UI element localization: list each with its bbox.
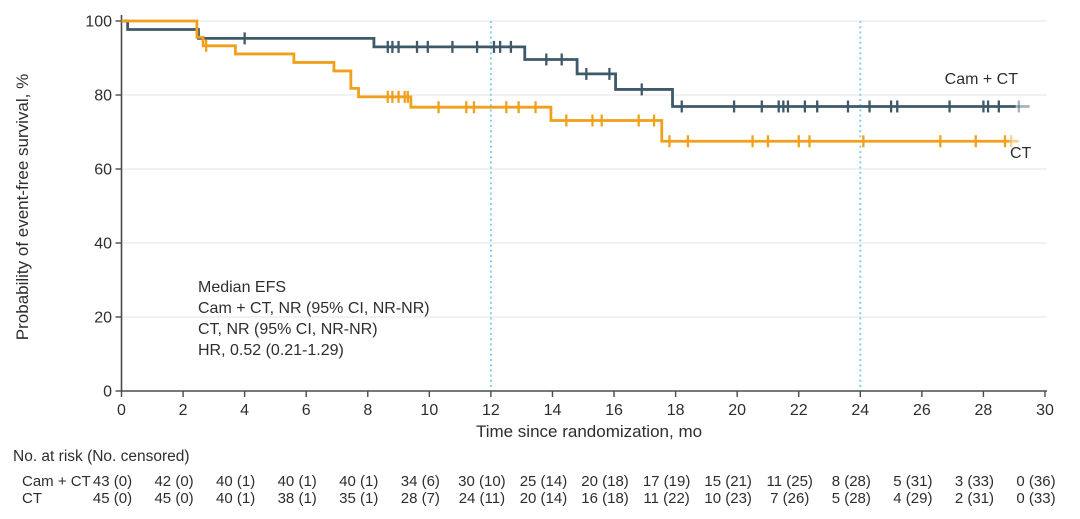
risk-row-label-camct: Cam + CT	[22, 473, 91, 490]
risk-cell-row1-col9: 11 (22)	[643, 490, 689, 507]
y-axis-title: Probability of event-free survival, %	[13, 74, 32, 340]
risk-cell-row1-col14: 2 (31)	[955, 490, 994, 507]
y-tick-label-40: 40	[94, 236, 112, 253]
x-tick-label-2: 2	[179, 402, 188, 419]
risk-cell-row1-col8: 16 (18)	[581, 490, 629, 507]
x-tick-label-10: 10	[420, 402, 438, 419]
x-tick-label-4: 4	[240, 402, 249, 419]
y-tick-label-20: 20	[94, 310, 112, 327]
risk-table-header: No. at risk (No. censored)	[13, 448, 190, 465]
y-tick-label-60: 60	[94, 162, 112, 179]
risk-cell-row1-col13: 4 (29)	[893, 490, 932, 507]
risk-cell-row1-col2: 40 (1)	[216, 490, 255, 507]
x-tick-label-0: 0	[117, 402, 126, 419]
risk-cell-row1-col0: 45 (0)	[93, 490, 132, 507]
risk-cell-row0-col12: 8 (28)	[832, 473, 871, 490]
x-tick-label-24: 24	[851, 402, 869, 419]
risk-cell-row1-col5: 28 (7)	[401, 490, 440, 507]
risk-cell-row0-col7: 25 (14)	[520, 473, 568, 490]
y-tick-label-80: 80	[94, 88, 112, 105]
x-tick-label-14: 14	[544, 402, 562, 419]
km-curve-ct	[121, 19, 1010, 143]
risk-cell-row1-col15: 0 (33)	[1016, 490, 1055, 507]
curve-label-ct: CT	[1010, 145, 1032, 162]
risk-cell-row0-col1: 42 (0)	[154, 473, 193, 490]
risk-cell-row1-col10: 10 (23)	[704, 490, 752, 507]
annotation-camct-median: Cam + CT, NR (95% CI, NR-NR)	[198, 300, 430, 317]
x-tick-label-18: 18	[667, 402, 685, 419]
x-axis-title: Time since randomization, mo	[476, 422, 702, 441]
risk-cell-row0-col8: 20 (18)	[581, 473, 629, 490]
risk-cell-row0-col9: 17 (19)	[643, 473, 691, 490]
risk-cell-row0-col11: 11 (25)	[767, 473, 813, 490]
x-tick-label-6: 6	[302, 402, 311, 419]
risk-cell-row1-col12: 5 (28)	[832, 490, 871, 507]
annotation-hazard-ratio: HR, 0.52 (0.21-1.29)	[198, 342, 344, 359]
risk-cell-row0-col6: 30 (10)	[458, 473, 506, 490]
km-curve-camct	[121, 19, 1016, 108]
risk-cell-row0-col14: 3 (33)	[955, 473, 994, 490]
x-tick-label-22: 22	[790, 402, 808, 419]
y-tick-label-100: 100	[85, 14, 112, 31]
risk-cell-row1-col7: 20 (14)	[520, 490, 568, 507]
risk-cell-row1-col11: 7 (26)	[770, 490, 809, 507]
annotation-ct-median: CT, NR (95% CI, NR-NR)	[198, 321, 378, 338]
risk-cell-row1-col4: 35 (1)	[339, 490, 378, 507]
risk-cell-row0-col5: 34 (6)	[401, 473, 440, 490]
risk-cell-row1-col3: 38 (1)	[278, 490, 317, 507]
x-tick-label-16: 16	[605, 402, 623, 419]
curves-layer	[121, 19, 1030, 148]
x-tick-label-26: 26	[913, 402, 931, 419]
risk-cell-row0-col15: 0 (36)	[1016, 473, 1055, 490]
risk-cell-row0-col4: 40 (1)	[339, 473, 378, 490]
risk-cell-row0-col3: 40 (1)	[278, 473, 317, 490]
risk-cell-row0-col13: 5 (31)	[893, 473, 932, 490]
risk-row-label-ct: CT	[22, 490, 42, 507]
x-tick-label-12: 12	[482, 402, 500, 419]
x-tick-label-28: 28	[975, 402, 993, 419]
risk-cell-row1-col1: 45 (0)	[154, 490, 193, 507]
x-tick-label-20: 20	[728, 402, 746, 419]
x-tick-label-8: 8	[363, 402, 372, 419]
x-tick-label-30: 30	[1036, 402, 1054, 419]
risk-cell-row0-col0: 43 (0)	[93, 473, 132, 490]
annotation-median-efs: Median EFS	[198, 279, 286, 296]
curve-label-camct: Cam + CT	[945, 71, 1019, 88]
y-tick-label-0: 0	[103, 384, 112, 401]
risk-cell-row0-col2: 40 (1)	[216, 473, 255, 490]
risk-cell-row0-col10: 15 (21)	[704, 473, 752, 490]
risk-cell-row1-col6: 24 (11)	[459, 490, 505, 507]
